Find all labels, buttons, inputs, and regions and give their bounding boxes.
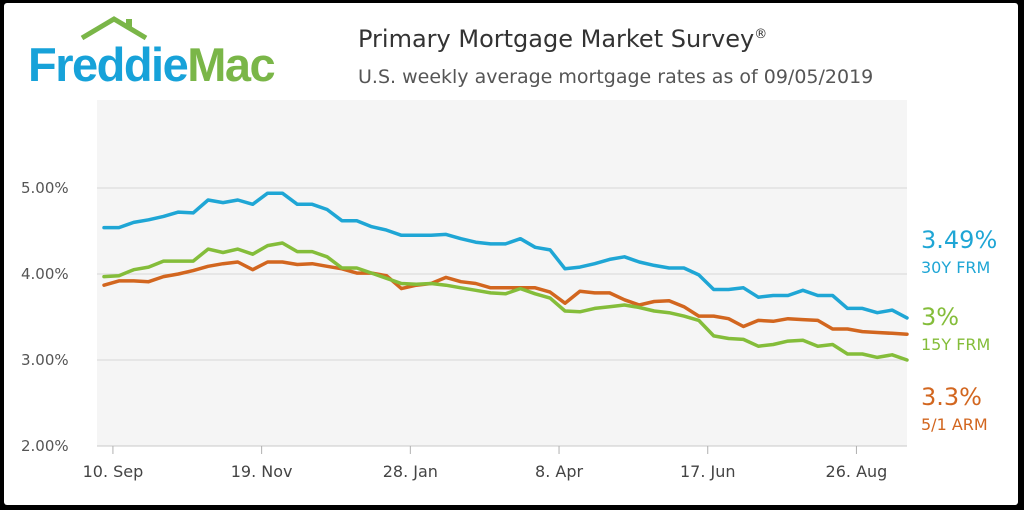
series-label-15y-frm: 15Y FRM — [921, 335, 990, 354]
series-label-30y-frm: 30Y FRM — [921, 258, 990, 277]
x-tick-label: 10. Sep — [83, 462, 144, 481]
chart-card: FreddieMac Primary Mortgage Market Surve… — [4, 3, 1018, 505]
logo-word-freddie: Freddie — [28, 38, 189, 91]
x-tick-label: 8. Apr — [535, 462, 583, 481]
logo-word-mac: Mac — [187, 38, 275, 91]
x-tick-label: 28. Jan — [383, 462, 438, 481]
logo-wordmark: FreddieMac — [28, 37, 276, 92]
end-value-15y-frm: 3% — [921, 303, 959, 331]
registered-mark: ® — [754, 27, 768, 42]
plot-background — [97, 100, 907, 446]
chart-title-text: Primary Mortgage Market Survey — [358, 25, 755, 53]
line-chart: 2.00% 3.00% 4.00% 5.00% 10. Sep 19. Nov 28. Ja… — [21, 100, 997, 481]
x-tick-label: 19. Nov — [231, 462, 293, 481]
y-tick-label: 4.00% — [21, 265, 69, 283]
series-line-30y-frm — [102, 191, 909, 320]
series-label-5-1-arm: 5/1 ARM — [921, 415, 988, 434]
chart-subtitle: U.S. weekly average mortgage rates as of… — [358, 66, 874, 88]
y-tick-label: 5.00% — [21, 179, 69, 197]
house-roof-icon — [80, 16, 148, 41]
chart-title: Primary Mortgage Market Survey® — [358, 25, 767, 53]
freddie-mac-logo: FreddieMac — [24, 15, 334, 95]
end-value-30y-frm: 3.49% — [921, 226, 997, 254]
x-tick-label: 26. Aug — [826, 462, 888, 481]
series-line-5-1-arm — [102, 260, 909, 336]
series-line-15y-frm — [102, 241, 909, 362]
y-tick-label: 3.00% — [21, 351, 69, 369]
x-tick-label: 17. Jun — [680, 462, 736, 481]
y-tick-label: 2.00% — [21, 437, 69, 455]
end-value-5-1-arm: 3.3% — [921, 383, 982, 411]
